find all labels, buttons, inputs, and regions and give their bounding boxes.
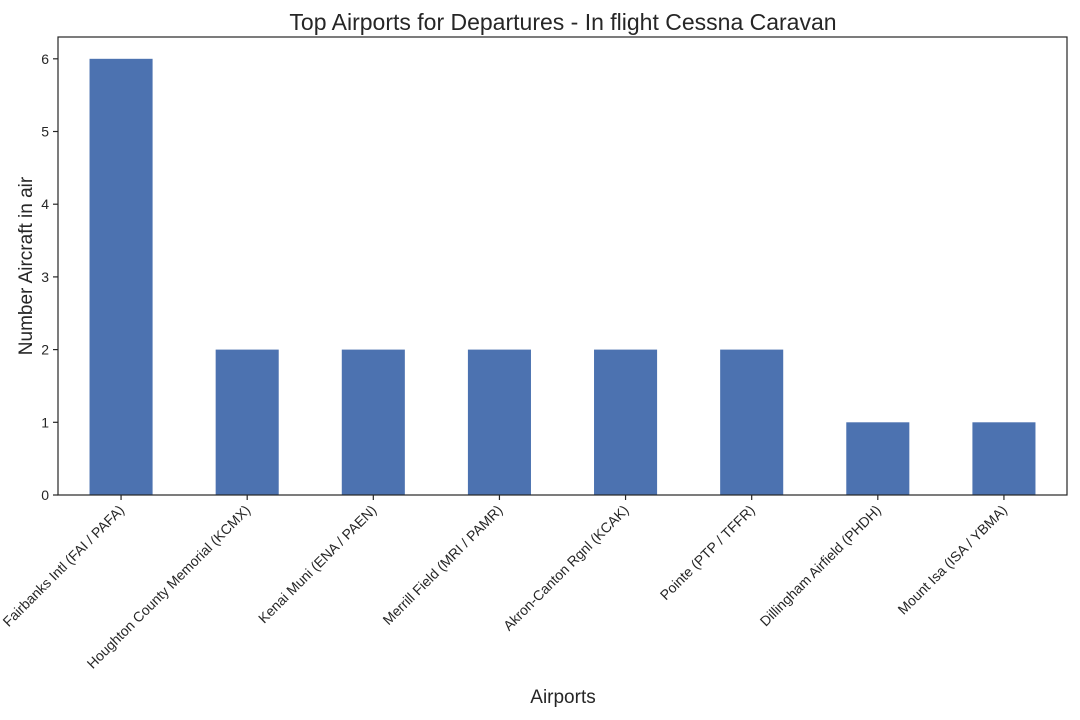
x-tick-label: Pointe (PTP / TFFR) [657, 502, 758, 603]
chart-title: Top Airports for Departures - In flight … [289, 9, 836, 35]
y-tick-label: 1 [41, 414, 49, 430]
bar [467, 349, 531, 495]
y-tick-label: 0 [41, 487, 49, 503]
y-axis-label: Number Aircraft in air [16, 176, 37, 355]
bar [215, 349, 279, 495]
bar [594, 349, 658, 495]
y-tick-label: 3 [41, 269, 49, 285]
bar [720, 349, 784, 495]
bar [846, 422, 910, 495]
x-tick-label: Fairbanks Intl (FAI / PAFA) [0, 502, 127, 630]
bar [972, 422, 1036, 495]
x-tick-label: Mount Isa (ISA / YBMA) [894, 502, 1010, 618]
bar [89, 58, 153, 496]
y-tick-label: 6 [41, 51, 49, 67]
y-tick-label: 4 [41, 196, 49, 212]
axes-frame [57, 36, 1068, 496]
x-tick-label: Kenai Muni (ENA / PAEN) [255, 502, 379, 626]
y-tick-label: 2 [41, 342, 49, 358]
x-tick-label: Merrill Field (MRI / PAMR) [379, 502, 505, 628]
x-tick-label: Akron-Canton Rgnl (KCAK) [500, 502, 632, 634]
y-tick-label: 5 [41, 124, 49, 140]
x-tick-label: Dillingham Airfield (PHDH) [757, 502, 884, 629]
bar [341, 349, 405, 495]
x-axis-label: Airports [530, 687, 595, 708]
